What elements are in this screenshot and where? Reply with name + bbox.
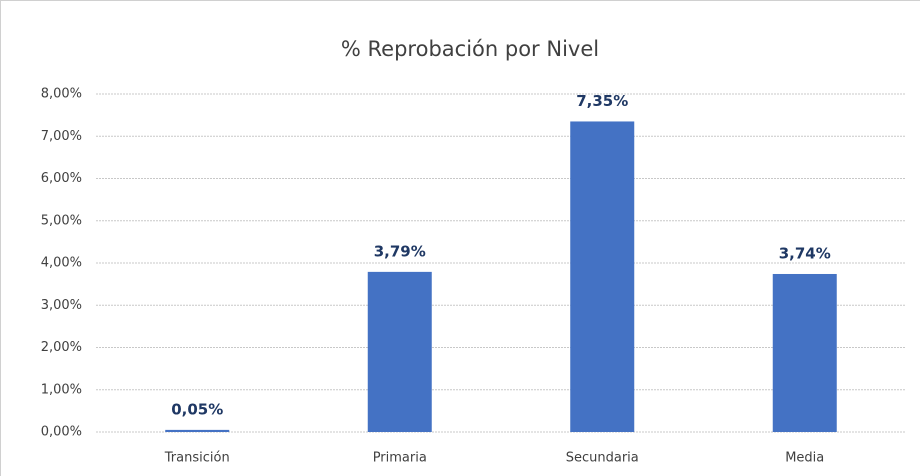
y-tick-label: 4,00%: [41, 256, 82, 271]
y-tick-label: 8,00%: [41, 87, 82, 102]
y-tick-label: 1,00%: [41, 382, 82, 397]
y-tick-label: 7,00%: [41, 129, 82, 144]
chart-title: % Reprobación por Nivel: [341, 37, 599, 61]
value-label: 7,35%: [576, 92, 628, 110]
y-tick-label: 5,00%: [41, 213, 82, 228]
bar: [772, 273, 837, 432]
bar: [367, 271, 432, 432]
y-tick-label: 0,00%: [41, 425, 82, 440]
bar: [165, 429, 230, 432]
value-label: 3,74%: [779, 244, 831, 262]
x-tick-label: Media: [785, 451, 824, 466]
x-tick-label: Primaria: [373, 451, 427, 466]
y-tick-label: 2,00%: [41, 340, 82, 355]
value-label: 0,05%: [171, 400, 223, 418]
x-tick-label: Transición: [164, 451, 230, 466]
y-tick-label: 6,00%: [41, 171, 82, 186]
y-tick-label: 3,00%: [41, 298, 82, 313]
value-label: 3,79%: [374, 242, 426, 260]
x-tick-label: Secundaria: [566, 451, 639, 466]
bar: [570, 121, 635, 433]
